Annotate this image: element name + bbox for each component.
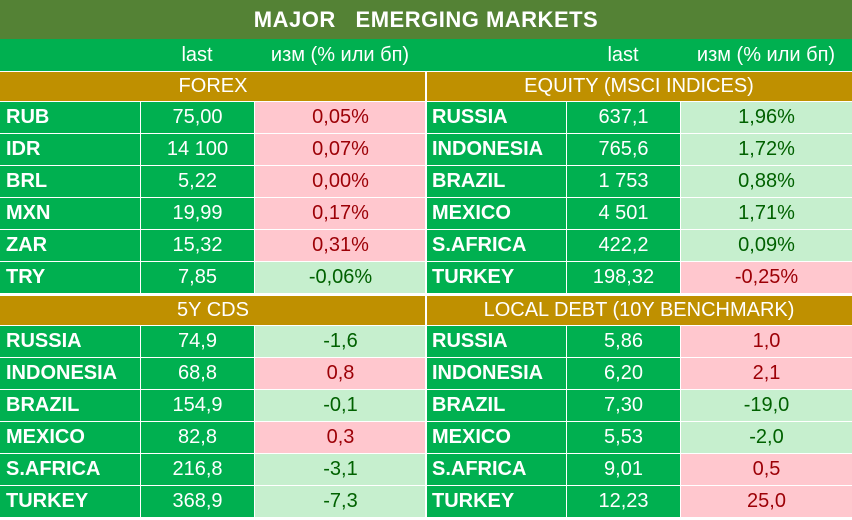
header-blank-left [0,39,140,71]
cds-row-last: 68,8 [140,357,254,389]
cds-row-change: -3,1 [254,453,426,485]
header-last-left: last [140,39,254,71]
equity-row-change: 0,88% [680,165,852,197]
debt-row-last: 9,01 [566,453,680,485]
forex-row-change: 0,05% [254,101,426,133]
section-equity: EQUITY (MSCI INDICES) [426,71,852,101]
cds-row-name: BRAZIL [0,389,140,421]
header-last-right: last [566,39,680,71]
cds-row-last: 216,8 [140,453,254,485]
debt-row-name: MEXICO [426,421,566,453]
equity-row-last: 4 501 [566,197,680,229]
cds-row-last: 154,9 [140,389,254,421]
section-forex: FOREX [0,71,426,101]
forex-row-change: 0,17% [254,197,426,229]
header-blank-right [426,39,566,71]
forex-row-name: RUB [0,101,140,133]
debt-row-change: -2,0 [680,421,852,453]
forex-row-last: 15,32 [140,229,254,261]
debt-row-name: RUSSIA [426,325,566,357]
debt-row-last: 5,86 [566,325,680,357]
table-title: MAJOR EMERGING MARKETS [0,0,852,39]
header-change-left: изм (% или бп) [254,39,426,71]
forex-row-last: 5,22 [140,165,254,197]
forex-row-last: 75,00 [140,101,254,133]
forex-row-name: ZAR [0,229,140,261]
equity-row-last: 422,2 [566,229,680,261]
debt-row-change: 25,0 [680,485,852,517]
debt-row-last: 5,53 [566,421,680,453]
equity-row-change: 1,72% [680,133,852,165]
equity-row-change: -0,25% [680,261,852,293]
equity-row-name: RUSSIA [426,101,566,133]
forex-row-last: 7,85 [140,261,254,293]
forex-row-name: IDR [0,133,140,165]
forex-row-change: -0,06% [254,261,426,293]
equity-row-change: 1,71% [680,197,852,229]
cds-row-name: INDONESIA [0,357,140,389]
debt-row-name: INDONESIA [426,357,566,389]
equity-row-last: 198,32 [566,261,680,293]
equity-row-name: MEXICO [426,197,566,229]
equity-row-last: 637,1 [566,101,680,133]
cds-row-last: 82,8 [140,421,254,453]
cds-row-name: RUSSIA [0,325,140,357]
debt-row-last: 12,23 [566,485,680,517]
debt-row-change: 2,1 [680,357,852,389]
equity-row-change: 0,09% [680,229,852,261]
debt-row-name: BRAZIL [426,389,566,421]
cds-row-name: TURKEY [0,485,140,517]
debt-row-last: 6,20 [566,357,680,389]
equity-row-name: INDONESIA [426,133,566,165]
equity-row-name: TURKEY [426,261,566,293]
cds-row-name: MEXICO [0,421,140,453]
cds-row-change: -0,1 [254,389,426,421]
forex-row-name: MXN [0,197,140,229]
forex-row-name: TRY [0,261,140,293]
cds-row-last: 74,9 [140,325,254,357]
debt-row-change: 0,5 [680,453,852,485]
forex-row-last: 19,99 [140,197,254,229]
cds-row-name: S.AFRICA [0,453,140,485]
header-change-right: изм (% или бп) [680,39,852,71]
equity-row-last: 765,6 [566,133,680,165]
cds-row-change: 0,8 [254,357,426,389]
column-divider [425,71,427,520]
debt-row-last: 7,30 [566,389,680,421]
forex-row-change: 0,07% [254,133,426,165]
forex-row-change: 0,00% [254,165,426,197]
equity-row-change: 1,96% [680,101,852,133]
debt-row-name: S.AFRICA [426,453,566,485]
debt-row-change: 1,0 [680,325,852,357]
cds-row-change: -7,3 [254,485,426,517]
equity-row-name: S.AFRICA [426,229,566,261]
section-cds: 5Y CDS [0,295,426,325]
section-debt: LOCAL DEBT (10Y BENCHMARK) [426,295,852,325]
forex-row-change: 0,31% [254,229,426,261]
equity-row-last: 1 753 [566,165,680,197]
forex-row-name: BRL [0,165,140,197]
forex-row-last: 14 100 [140,133,254,165]
debt-row-name: TURKEY [426,485,566,517]
equity-row-name: BRAZIL [426,165,566,197]
cds-row-change: -1,6 [254,325,426,357]
cds-row-change: 0,3 [254,421,426,453]
cds-row-last: 368,9 [140,485,254,517]
debt-row-change: -19,0 [680,389,852,421]
